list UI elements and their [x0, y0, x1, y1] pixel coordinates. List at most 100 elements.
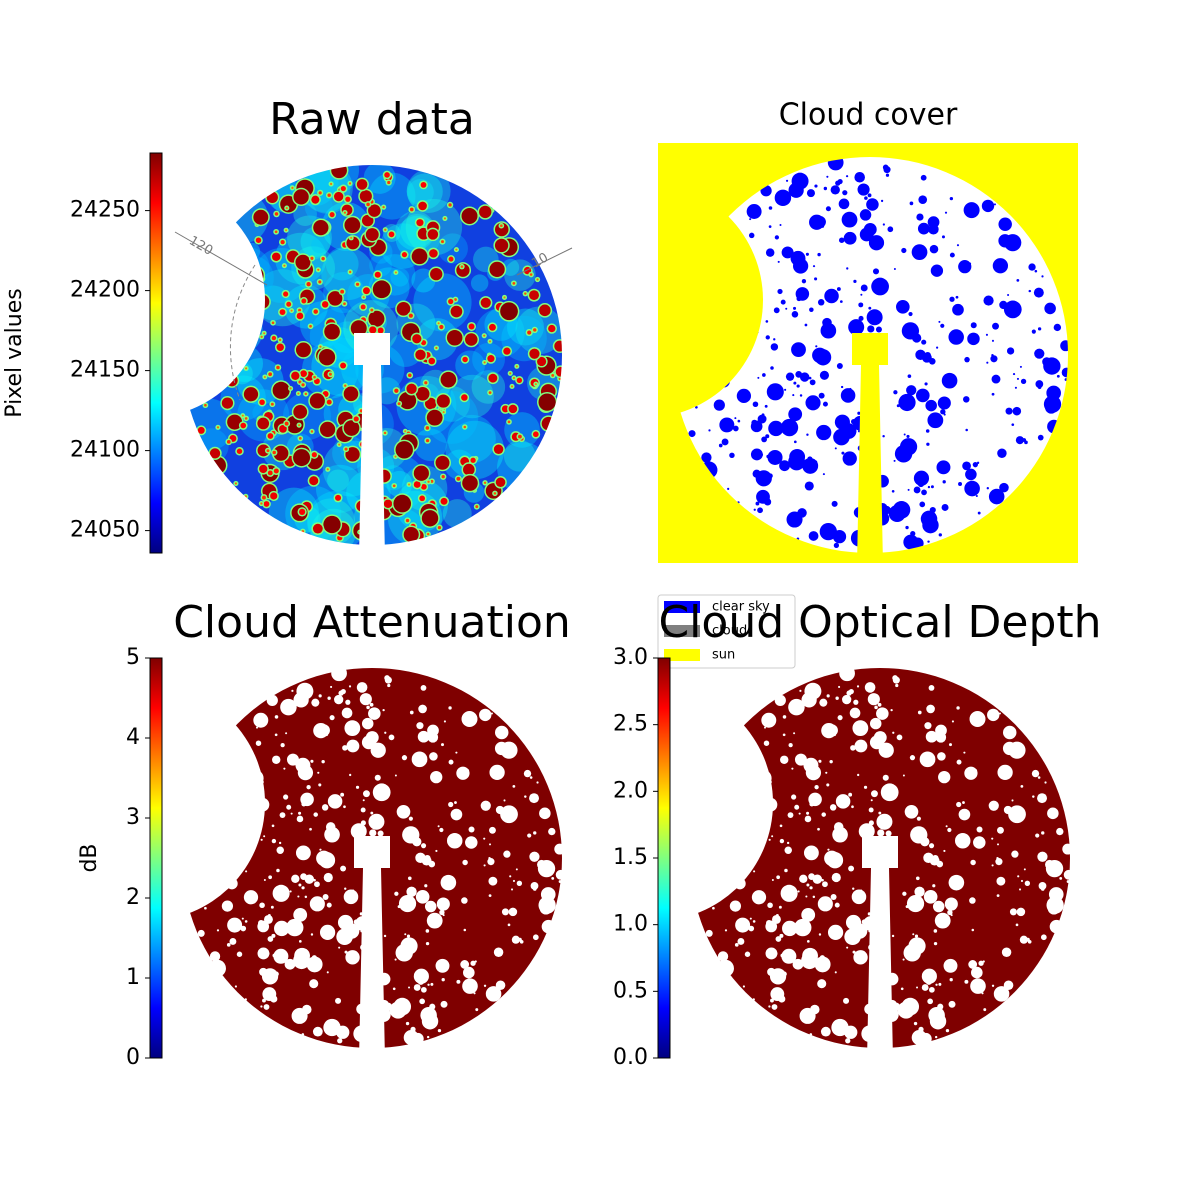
star — [770, 343, 779, 351]
star — [240, 422, 247, 429]
star — [853, 279, 857, 283]
star — [284, 421, 289, 426]
star — [857, 430, 861, 433]
star — [327, 193, 331, 197]
star — [330, 685, 333, 689]
star — [737, 938, 745, 945]
star — [283, 767, 286, 770]
legend-label: sun — [712, 648, 735, 663]
star — [462, 475, 478, 491]
star — [971, 928, 975, 932]
star — [319, 345, 322, 348]
star — [323, 872, 333, 883]
star — [273, 971, 279, 977]
star — [343, 386, 359, 402]
star — [361, 717, 374, 730]
star — [839, 665, 855, 682]
star — [396, 301, 411, 316]
star — [860, 284, 868, 292]
star — [234, 985, 238, 988]
star — [1019, 935, 1028, 944]
star — [938, 982, 942, 986]
star — [363, 790, 370, 798]
star — [858, 739, 861, 742]
star — [376, 1007, 391, 1022]
star — [925, 429, 930, 433]
star — [867, 693, 880, 706]
star — [456, 979, 461, 984]
haze — [366, 427, 408, 470]
star — [460, 768, 464, 771]
star — [1014, 386, 1017, 389]
star — [689, 832, 695, 838]
star — [558, 880, 562, 883]
star — [273, 445, 289, 461]
star — [512, 784, 516, 788]
star — [413, 968, 429, 984]
star — [291, 186, 294, 189]
star — [500, 727, 503, 731]
star — [863, 529, 866, 533]
star — [933, 941, 938, 946]
star — [908, 311, 913, 317]
star — [346, 739, 360, 753]
star — [326, 971, 329, 974]
star — [295, 254, 311, 270]
star — [921, 339, 927, 345]
star — [494, 238, 509, 253]
star — [988, 800, 999, 811]
star — [716, 959, 734, 977]
star — [796, 537, 800, 541]
star — [1005, 407, 1013, 415]
star — [809, 886, 813, 890]
star — [500, 302, 518, 321]
star — [407, 876, 412, 881]
star — [893, 459, 896, 462]
star — [551, 876, 555, 880]
star — [749, 917, 752, 920]
star — [437, 1028, 442, 1033]
star — [986, 487, 989, 490]
star — [703, 265, 713, 274]
star — [233, 802, 236, 805]
star — [717, 795, 731, 809]
star — [920, 174, 927, 181]
star — [179, 839, 192, 852]
star — [425, 426, 430, 430]
star — [970, 859, 976, 866]
star — [204, 906, 207, 910]
star — [775, 936, 782, 942]
star — [298, 927, 301, 930]
star — [714, 264, 718, 269]
star — [338, 946, 341, 949]
star — [818, 392, 825, 399]
star — [539, 807, 551, 820]
star — [369, 702, 374, 707]
star — [382, 206, 385, 209]
colorbar-label: dB — [77, 843, 102, 872]
star — [301, 298, 307, 304]
star — [284, 958, 296, 970]
star — [753, 870, 756, 873]
star — [671, 328, 677, 334]
star — [1003, 980, 1014, 991]
star — [929, 1013, 947, 1030]
star — [814, 349, 832, 366]
star — [940, 323, 945, 328]
star — [882, 774, 889, 781]
star — [911, 244, 928, 261]
star — [785, 179, 789, 182]
star — [392, 987, 396, 991]
star — [387, 180, 391, 185]
colorbar-tick-label: 2.5 — [613, 712, 648, 737]
star — [319, 421, 336, 438]
star — [289, 890, 292, 893]
star — [427, 732, 439, 743]
star — [876, 980, 879, 984]
star — [866, 198, 879, 211]
star — [313, 219, 329, 236]
star — [518, 937, 522, 942]
star — [938, 320, 941, 323]
star — [440, 1000, 448, 1008]
star — [394, 388, 399, 393]
